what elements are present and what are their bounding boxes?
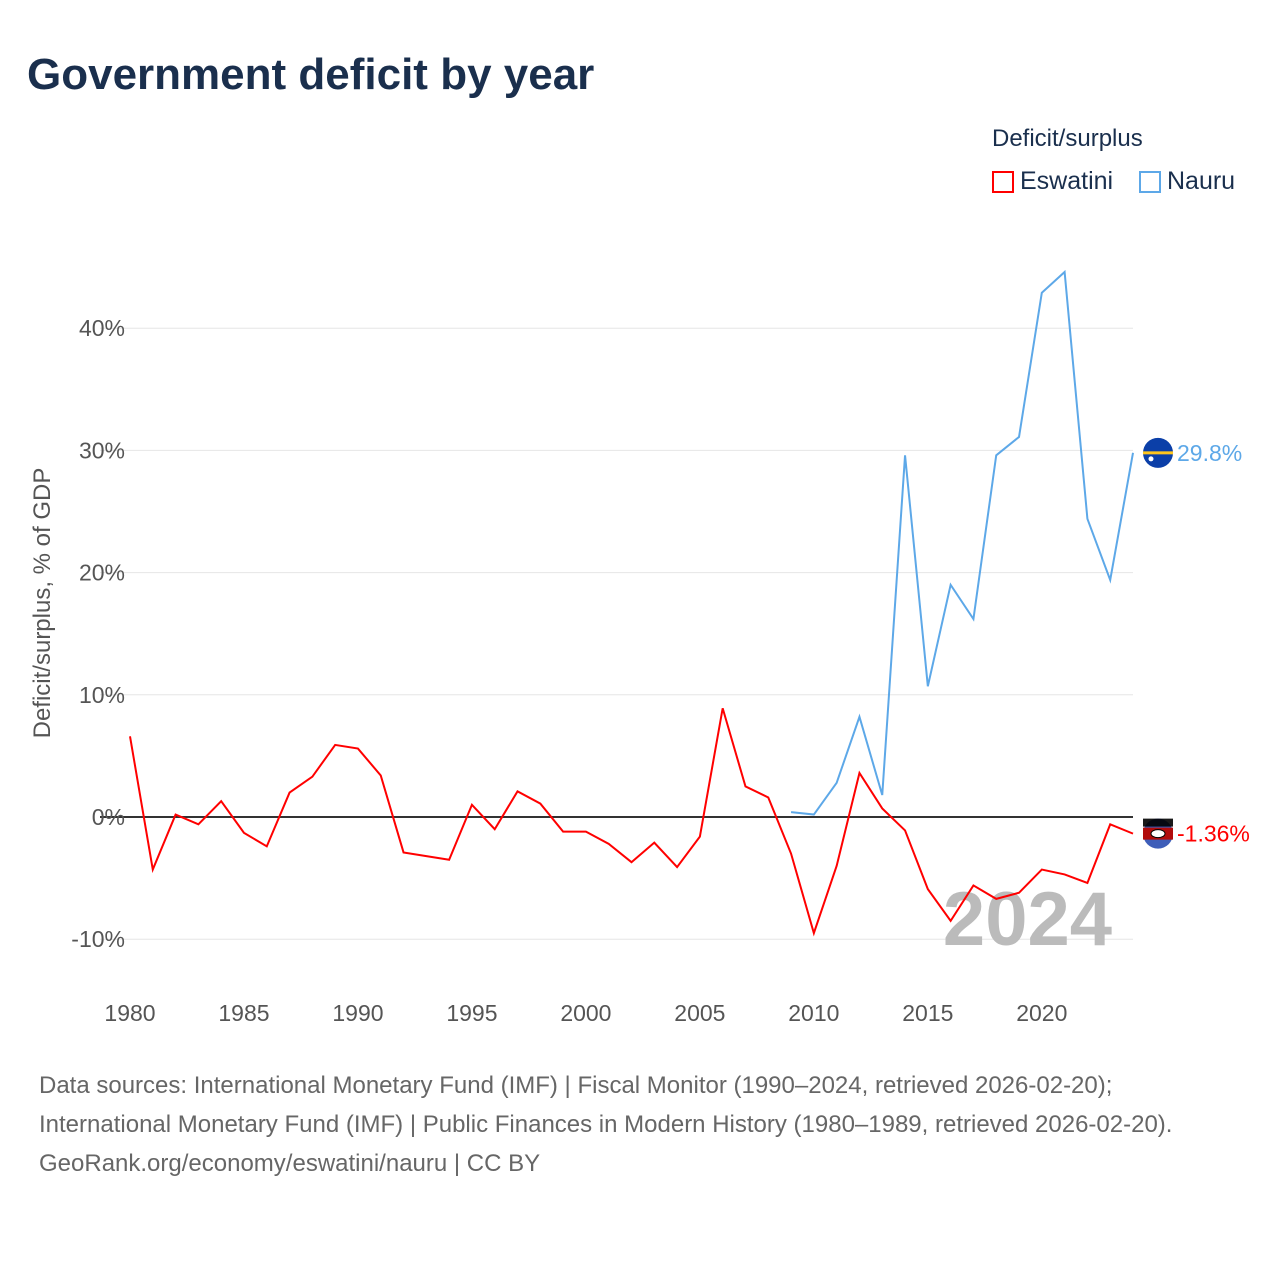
attribution-link[interactable]: GeoRank.org/economy/eswatini/nauru | CC … <box>39 1150 541 1177</box>
y-tick-label: 20% <box>79 560 125 586</box>
year-watermark: 2024 <box>943 877 1112 962</box>
legend-item-nauru[interactable]: Nauru <box>1139 167 1235 196</box>
series-line-nauru <box>790 269 1134 816</box>
x-tick-label: 2000 <box>560 1000 611 1026</box>
data-sources: Data sources: International Monetary Fun… <box>39 1072 1173 1138</box>
x-tick-label: 1990 <box>332 1000 383 1026</box>
x-tick-label: 1980 <box>104 1000 155 1026</box>
y-axis-label: Deficit/surplus, % of GDP <box>29 468 56 739</box>
chart-title: Government deficit by year <box>27 50 595 99</box>
x-tick-label: 2015 <box>902 1000 953 1026</box>
flag-top <box>1143 818 1173 827</box>
legend-swatch <box>1139 170 1161 193</box>
legend-label: Eswatini <box>1020 167 1114 195</box>
x-tick-label: 2005 <box>674 1000 725 1026</box>
x-tick-label: 1995 <box>446 1000 497 1026</box>
flag-star-icon <box>1148 456 1154 462</box>
end-label-eswatini: -1.36% <box>1177 821 1250 847</box>
x-tick-label: 2010 <box>788 1000 839 1026</box>
x-tick-label: 2020 <box>1016 1000 1067 1026</box>
x-tick-label: 1985 <box>218 1000 269 1026</box>
legend-swatch <box>992 170 1014 193</box>
legend-title: Deficit/surplus <box>992 125 1143 152</box>
y-tick-label: 40% <box>79 315 125 341</box>
series-line-eswatini <box>129 707 1134 937</box>
y-tick-label: -10% <box>71 926 125 952</box>
end-label-nauru: 29.8% <box>1177 440 1242 466</box>
flag-shield-icon <box>1150 829 1166 839</box>
source-note: Data sources: International Monetary Fun… <box>39 1066 1239 1183</box>
y-tick-label: 10% <box>79 682 125 708</box>
y-tick-label: 30% <box>79 437 125 463</box>
y-tick-label: 0% <box>92 804 125 830</box>
legend-item-eswatini[interactable]: Eswatini <box>992 167 1113 196</box>
flag-stripe <box>1143 451 1173 455</box>
legend-label: Nauru <box>1167 167 1236 195</box>
